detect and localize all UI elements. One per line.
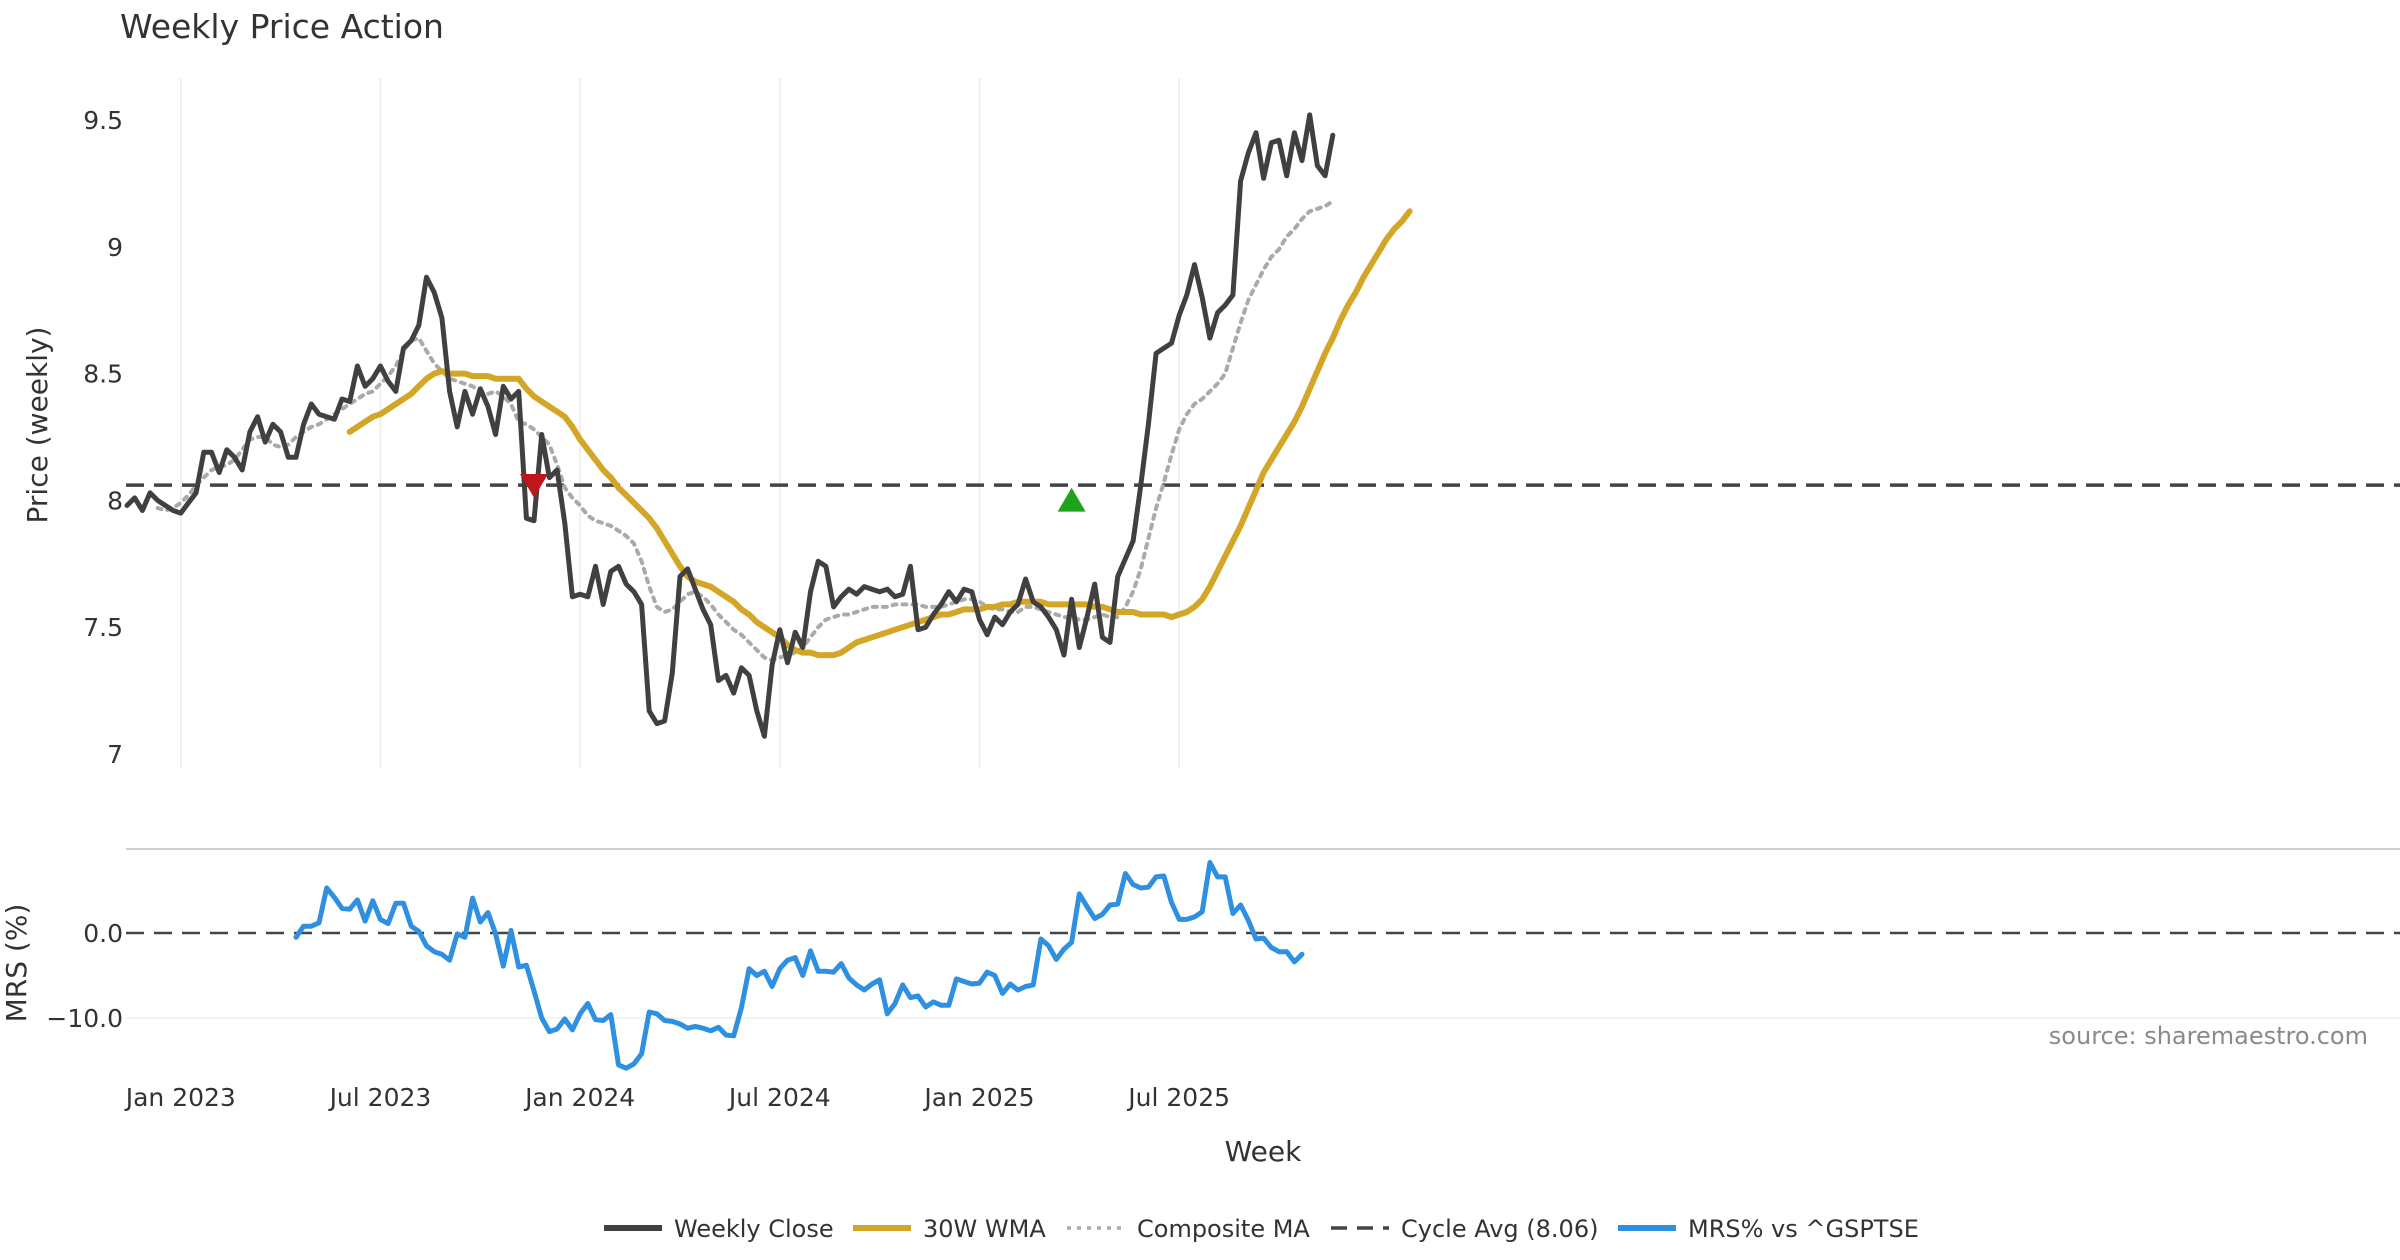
price-series [124, 112, 2400, 739]
price-signal-markers [520, 473, 1086, 512]
series-mrs-vs-gsptse [293, 860, 1305, 1071]
x-axis-ticks: Jan 2023 Jul 2023 Jan 2024 Jul 2024 Jan 2025… [124, 1083, 1230, 1112]
price-y-axis-label: Price (weekly) [21, 327, 54, 524]
price-y-ticks: 7 7.5 8 8.5 9 9.5 [83, 106, 123, 769]
buy-signal-marker [1057, 487, 1086, 512]
mrs-panel: 0.0 −10.0 MRS (%) [0, 860, 2400, 1071]
x-tick-label: Jan 2025 [922, 1083, 1034, 1112]
mrs-y-axis-label: MRS (%) [0, 904, 33, 1023]
legend-label: 30W WMA [923, 1215, 1046, 1243]
mrs-y-tick-label: 0.0 [83, 919, 123, 948]
chart-title: Weekly Price Action [120, 7, 444, 46]
mrs-series [126, 860, 2400, 1071]
mrs-y-ticks: 0.0 −10.0 [46, 919, 123, 1033]
legend-label: Cycle Avg (8.06) [1401, 1215, 1598, 1243]
price-y-tick-label: 9.5 [83, 106, 123, 135]
sell-signal-marker [520, 473, 549, 498]
price-y-tick-label: 7.5 [83, 613, 123, 642]
series-composite-ma [155, 199, 1335, 663]
price-panel: 7 7.5 8 8.5 9 9.5 Price (weekly) [21, 78, 2400, 769]
x-tick-label: Jan 2024 [523, 1083, 635, 1112]
mrs-y-tick-label: −10.0 [46, 1004, 123, 1033]
legend: Weekly Close 30W WMA Composite MA Cycle Avg… [604, 1215, 1919, 1243]
legend-label: MRS% vs ^GSPTSE [1688, 1215, 1919, 1243]
series-weekly-close [124, 112, 1336, 739]
x-axis-label: Week [1225, 1135, 1302, 1168]
series-30w-wma [346, 208, 1413, 659]
legend-label: Composite MA [1137, 1215, 1310, 1243]
price-y-tick-label: 8.5 [83, 360, 123, 389]
x-tick-label: Jul 2025 [1126, 1083, 1230, 1112]
legend-label: Weekly Close [674, 1215, 834, 1243]
price-y-tick-label: 7 [107, 740, 123, 769]
source-note: source: sharemaestro.com [2049, 1022, 2368, 1050]
x-tick-label: Jul 2023 [328, 1083, 432, 1112]
price-y-tick-label: 8 [107, 486, 123, 515]
x-tick-label: Jul 2024 [727, 1083, 831, 1112]
price-y-tick-label: 9 [107, 233, 123, 262]
x-tick-label: Jan 2023 [124, 1083, 236, 1112]
price-grid [180, 78, 1180, 768]
